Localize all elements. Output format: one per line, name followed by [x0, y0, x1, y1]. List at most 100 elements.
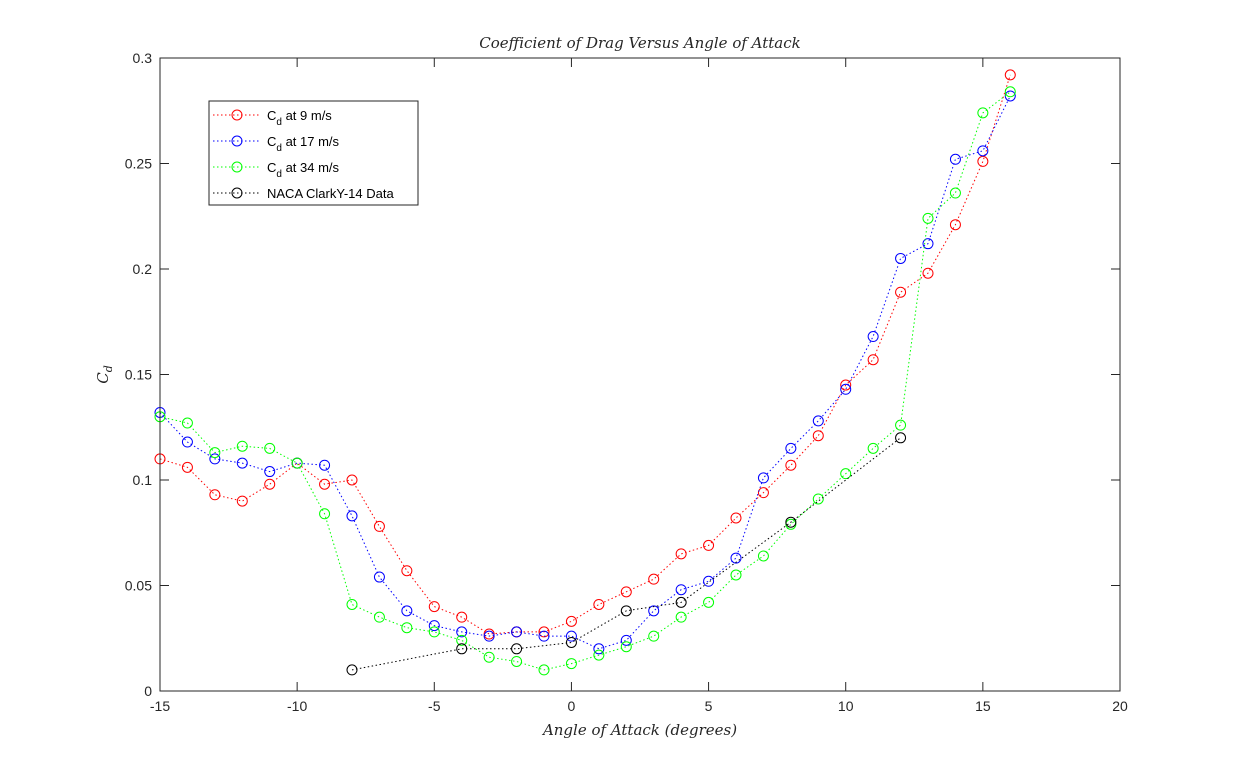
x-tick-label: -10 [287, 698, 307, 714]
data-point [483, 630, 495, 642]
data-point [757, 472, 769, 484]
y-tick-label: 0.1 [133, 472, 153, 488]
data-point [236, 440, 248, 452]
data-point [730, 512, 742, 524]
data-point [620, 586, 632, 598]
data-point [319, 459, 331, 471]
y-tick-label: 0.2 [133, 261, 153, 277]
series-line [159, 91, 1011, 671]
data-point [620, 634, 632, 646]
data-point [593, 598, 605, 610]
data-point [181, 461, 193, 473]
y-tick-label: 0 [144, 683, 152, 699]
data-point [565, 636, 577, 648]
data-point [565, 658, 577, 670]
data-point [812, 430, 824, 442]
chart-title: Coefficient of Drag Versus Angle of Atta… [479, 34, 800, 52]
data-point [648, 573, 660, 585]
data-point [703, 596, 715, 608]
data-point [620, 641, 632, 653]
data-point [867, 354, 879, 366]
data-point [538, 664, 550, 676]
x-tick-label: 15 [975, 698, 991, 714]
series-3 [346, 432, 907, 676]
data-point [949, 153, 961, 165]
y-tick-label: 0.15 [125, 367, 152, 383]
data-point [565, 615, 577, 627]
data-point [209, 447, 221, 459]
data-point [840, 468, 852, 480]
legend-marker [231, 135, 243, 147]
data-point [511, 643, 523, 655]
legend: Cd at 9 m/s Cd at 17 m/s Cd at 34 m/s NACA … [208, 100, 419, 206]
y-tick-label: 0.3 [133, 50, 153, 66]
legend-item: Cd at 17 m/s [213, 134, 340, 154]
series-line [159, 95, 1011, 650]
data-point [456, 634, 468, 646]
data-point [922, 212, 934, 224]
data-point [840, 379, 852, 391]
legend-box [208, 100, 419, 206]
data-point [456, 611, 468, 623]
data-point [401, 622, 413, 634]
data-point [346, 510, 358, 522]
data-point [675, 611, 687, 623]
y-title-sub: d [102, 365, 115, 372]
data-point [977, 155, 989, 167]
x-tick-label: 10 [838, 698, 854, 714]
data-point [867, 442, 879, 454]
data-point [977, 107, 989, 119]
data-point [209, 453, 221, 465]
legend-label: NACA ClarkY-14 Data [267, 186, 394, 201]
x-tick-label: -15 [150, 698, 170, 714]
data-point [511, 655, 523, 667]
legend-item: Cd at 34 m/s [213, 160, 340, 180]
data-point [593, 643, 605, 655]
data-point [181, 436, 193, 448]
data-point [730, 569, 742, 581]
data-point [209, 489, 221, 501]
data-point [319, 478, 331, 490]
data-point [428, 601, 440, 613]
data-point [703, 539, 715, 551]
x-tick-label: 5 [705, 698, 713, 714]
data-point [1004, 69, 1016, 81]
data-point [675, 548, 687, 560]
data-point [538, 626, 550, 638]
legend-label: Cd at 34 m/s [267, 160, 340, 180]
data-point [703, 575, 715, 587]
y-tick-label: 0.25 [125, 156, 152, 172]
y-title-base: C [94, 372, 112, 384]
data-point [840, 383, 852, 395]
data-point [483, 651, 495, 663]
data-point [757, 487, 769, 499]
series-line [159, 74, 1011, 635]
data-point [264, 442, 276, 454]
data-point [757, 550, 769, 562]
data-point [1004, 86, 1016, 98]
data-point [346, 664, 358, 676]
x-tick-label: -5 [428, 698, 441, 714]
data-point [812, 493, 824, 505]
data-point [593, 649, 605, 661]
legend-item: NACA ClarkY-14 Data [213, 186, 394, 201]
series-line [351, 437, 901, 671]
data-point [456, 643, 468, 655]
data-point [538, 630, 550, 642]
data-point [401, 565, 413, 577]
data-point [456, 626, 468, 638]
data-point [812, 415, 824, 427]
data-point [949, 187, 961, 199]
legend-marker [231, 109, 243, 121]
y-axis-title: Cd [94, 365, 115, 384]
data-point [511, 626, 523, 638]
data-point [264, 466, 276, 478]
data-point [401, 605, 413, 617]
y-tick-label: 0.05 [125, 578, 152, 594]
data-point [922, 238, 934, 250]
series-2 [154, 86, 1016, 676]
data-point [922, 267, 934, 279]
data-point [373, 520, 385, 532]
legend-item: Cd at 9 m/s [213, 108, 332, 128]
